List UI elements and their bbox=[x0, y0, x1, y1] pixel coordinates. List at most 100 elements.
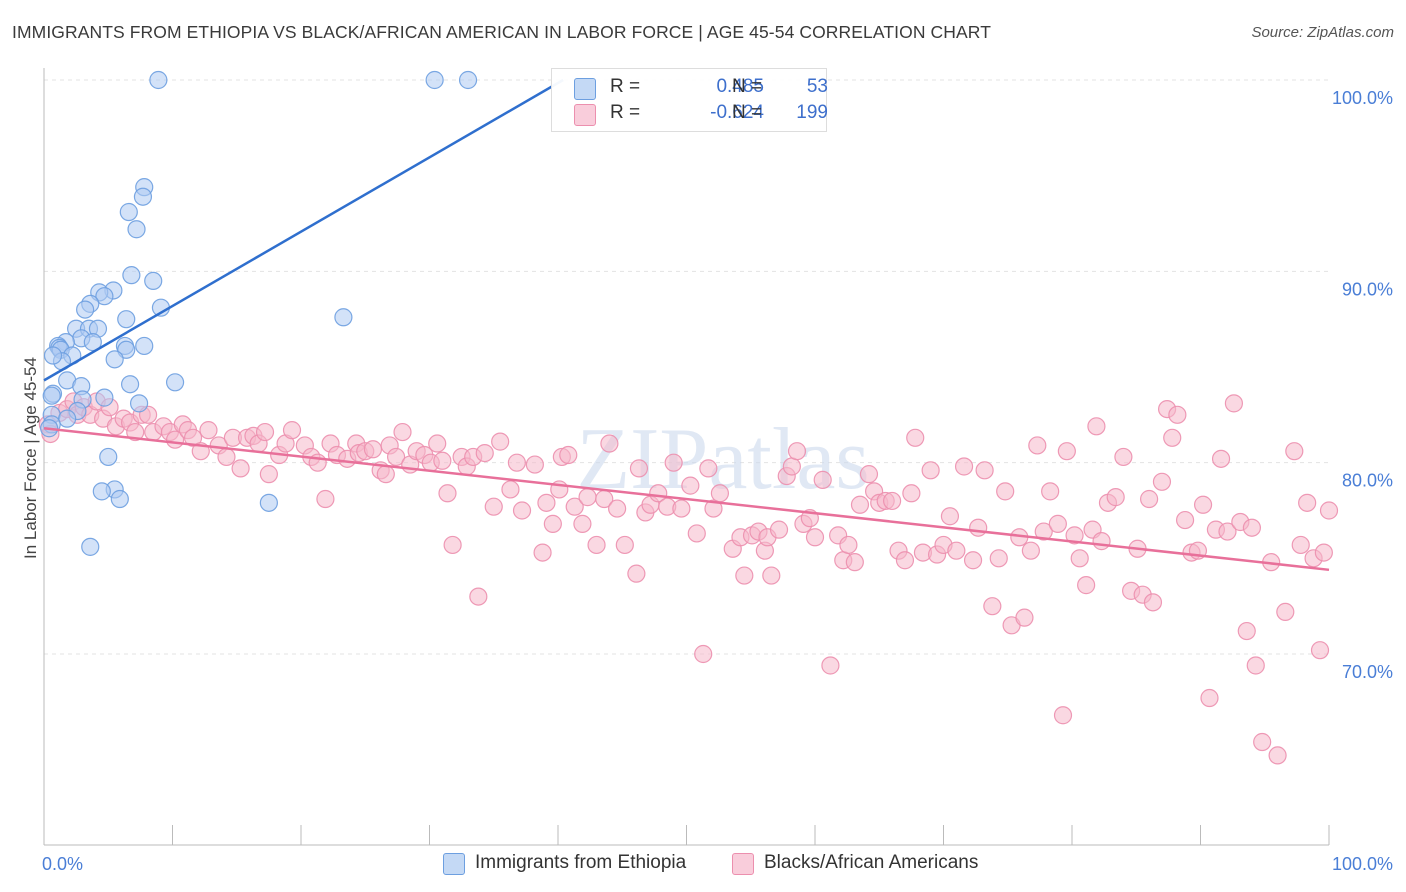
gridlines bbox=[44, 79, 1329, 655]
y-tick-label: 70.0% bbox=[1342, 662, 1393, 682]
data-point-ethiopia bbox=[43, 346, 63, 365]
data-point-black-african-american bbox=[199, 421, 218, 440]
tick-labels: 70.0% 80.0% 90.0% 100.0% 0.0% 100.0% bbox=[42, 88, 1393, 874]
series-legend: Immigrants from Ethiopia Blacks/African … bbox=[0, 852, 1406, 878]
data-point-black-african-american bbox=[989, 549, 1008, 568]
legend-n-label: N = bbox=[732, 76, 763, 97]
data-point-black-african-american bbox=[282, 421, 302, 440]
data-point-black-african-american bbox=[608, 499, 627, 518]
data-point-black-african-american bbox=[787, 442, 807, 461]
data-point-black-african-american bbox=[694, 644, 713, 664]
data-point-black-african-american bbox=[438, 484, 457, 503]
data-point-ethiopia bbox=[119, 202, 138, 222]
data-point-black-african-american bbox=[615, 535, 634, 555]
data-point-ethiopia bbox=[135, 336, 154, 356]
data-point-black-african-american bbox=[537, 493, 556, 512]
data-point-black-african-american bbox=[443, 535, 462, 555]
data-point-black-african-american bbox=[183, 428, 203, 447]
legend-swatch-blue bbox=[574, 78, 596, 100]
data-point-ethiopia bbox=[334, 308, 353, 327]
data-point-ethiopia bbox=[458, 70, 478, 90]
data-point-black-african-american bbox=[954, 457, 974, 476]
data-point-black-african-american bbox=[1077, 576, 1096, 595]
source-credit: Source: ZipAtlas.com bbox=[1251, 24, 1394, 41]
data-point-black-african-american bbox=[1242, 518, 1262, 537]
data-point-black-african-american bbox=[565, 497, 584, 516]
data-point-ethiopia bbox=[81, 537, 100, 556]
data-point-black-african-american bbox=[363, 440, 383, 459]
data-point-black-african-american bbox=[906, 428, 925, 447]
data-point-black-african-american bbox=[259, 465, 278, 484]
data-point-black-african-american bbox=[1070, 549, 1089, 568]
x-tick-label: 100.0% bbox=[1332, 854, 1393, 874]
data-point-ethiopia bbox=[122, 266, 141, 285]
data-point-black-african-american bbox=[1211, 449, 1231, 468]
data-point-black-african-american bbox=[821, 656, 840, 675]
legend-label-black-african-american: Blacks/African Americans bbox=[764, 852, 979, 873]
axes bbox=[43, 68, 1330, 846]
data-point-black-african-american bbox=[1268, 746, 1287, 765]
data-point-black-african-american bbox=[895, 551, 915, 570]
data-point-black-african-american bbox=[1053, 706, 1073, 725]
data-point-black-african-american bbox=[1218, 522, 1237, 541]
data-point-black-african-american bbox=[433, 451, 452, 470]
y-tick-label: 80.0% bbox=[1342, 471, 1393, 491]
data-point-black-african-american bbox=[1319, 501, 1339, 520]
data-point-black-african-american bbox=[1237, 621, 1256, 641]
y-tick-label: 100.0% bbox=[1332, 88, 1393, 108]
data-point-black-african-american bbox=[1021, 541, 1040, 560]
data-point-black-african-american bbox=[969, 518, 988, 537]
data-point-ethiopia bbox=[133, 187, 153, 206]
data-point-black-african-american bbox=[1041, 482, 1060, 501]
data-point-black-african-american bbox=[578, 488, 597, 507]
trend-line-black-african-american bbox=[43, 426, 1330, 572]
data-point-black-african-american bbox=[813, 470, 832, 489]
data-point-black-african-american bbox=[393, 422, 412, 442]
data-point-black-african-american bbox=[996, 482, 1015, 501]
data-point-black-african-american bbox=[882, 491, 902, 511]
data-point-black-african-american bbox=[231, 459, 250, 478]
legend-n-value: 53 bbox=[806, 76, 828, 97]
legend-label-ethiopia: Immigrants from Ethiopia bbox=[475, 852, 687, 873]
data-point-black-african-american bbox=[484, 497, 503, 516]
data-point-ethiopia bbox=[76, 300, 95, 319]
data-point-black-african-american bbox=[710, 484, 730, 503]
data-point-black-african-american bbox=[1285, 442, 1304, 461]
data-point-black-african-american bbox=[491, 432, 510, 451]
data-point-black-african-american bbox=[386, 447, 406, 467]
data-point-black-african-american bbox=[600, 434, 619, 453]
data-point-black-african-american bbox=[525, 455, 544, 474]
data-point-black-african-american bbox=[859, 465, 879, 484]
y-tick-label: 90.0% bbox=[1342, 279, 1393, 299]
data-point-black-african-american bbox=[1314, 543, 1333, 562]
data-point-black-african-american bbox=[762, 566, 781, 585]
data-point-black-african-american bbox=[1092, 532, 1111, 551]
legend-swatch-pink bbox=[732, 853, 754, 875]
trend-line-ethiopia bbox=[43, 78, 564, 382]
legend-r-label: R = bbox=[610, 102, 641, 123]
data-point-black-african-american bbox=[1175, 510, 1195, 530]
data-point-black-african-american bbox=[501, 480, 520, 499]
data-point-ethiopia bbox=[425, 70, 444, 90]
data-point-ethiopia bbox=[120, 375, 140, 394]
data-point-black-african-american bbox=[1015, 608, 1034, 627]
data-point-black-african-american bbox=[1246, 656, 1265, 675]
legend-swatch-pink bbox=[574, 104, 596, 126]
data-point-black-african-american bbox=[839, 535, 858, 555]
data-point-black-african-american bbox=[1028, 436, 1047, 455]
data-point-black-african-american bbox=[1168, 405, 1187, 424]
data-point-black-african-american bbox=[255, 422, 275, 442]
data-point-black-african-american bbox=[1200, 688, 1219, 708]
data-point-ethiopia bbox=[149, 70, 168, 90]
data-point-black-african-american bbox=[126, 422, 145, 442]
data-point-ethiopia bbox=[58, 409, 77, 428]
data-point-black-african-american bbox=[475, 444, 494, 463]
data-point-black-african-american bbox=[587, 535, 606, 555]
data-point-ethiopia bbox=[99, 447, 118, 467]
data-point-ethiopia bbox=[127, 220, 146, 239]
data-point-black-african-american bbox=[672, 499, 691, 518]
data-point-ethiopia bbox=[42, 386, 61, 405]
data-point-black-african-american bbox=[850, 495, 870, 514]
data-point-ethiopia bbox=[95, 287, 114, 306]
